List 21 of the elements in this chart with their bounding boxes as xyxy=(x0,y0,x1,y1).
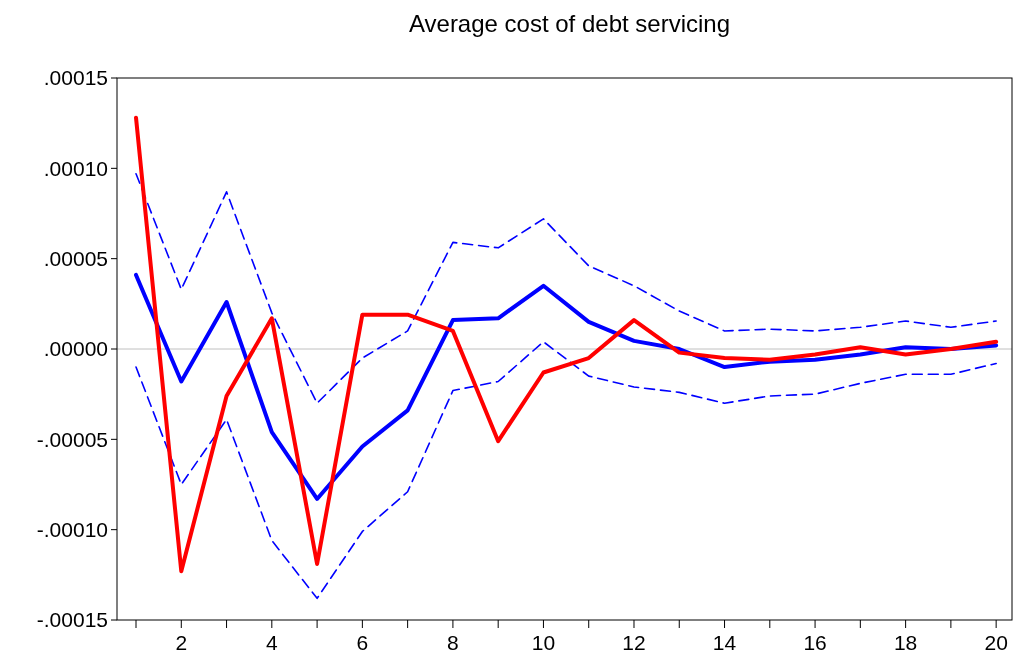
x-tick-label: 14 xyxy=(712,631,737,654)
y-tick-label: -.00010 xyxy=(36,518,108,542)
x-tick-label: 12 xyxy=(622,631,646,654)
y-tick-label: .00010 xyxy=(43,156,108,180)
y-tick-label: .00005 xyxy=(43,247,108,271)
x-tick-label: 6 xyxy=(356,631,369,654)
x-tick-label: 10 xyxy=(531,631,556,654)
x-tick-label: 20 xyxy=(984,631,1008,654)
x-tick-label: 8 xyxy=(447,631,459,654)
x-tick-label: 4 xyxy=(265,631,278,654)
y-tick-label: -.00005 xyxy=(36,427,108,451)
line-series xyxy=(135,172,997,404)
x-tick-label: 16 xyxy=(803,631,827,654)
x-tick-label: 18 xyxy=(893,631,918,654)
y-tick-label: .00000 xyxy=(43,337,108,361)
x-tick-label: 2 xyxy=(175,631,188,654)
y-tick-label: .00015 xyxy=(43,66,108,90)
chart-title: Average cost of debt servicing xyxy=(408,10,731,37)
line-series xyxy=(134,115,999,574)
y-tick-label: -.00015 xyxy=(36,608,108,632)
line-series xyxy=(135,340,997,600)
